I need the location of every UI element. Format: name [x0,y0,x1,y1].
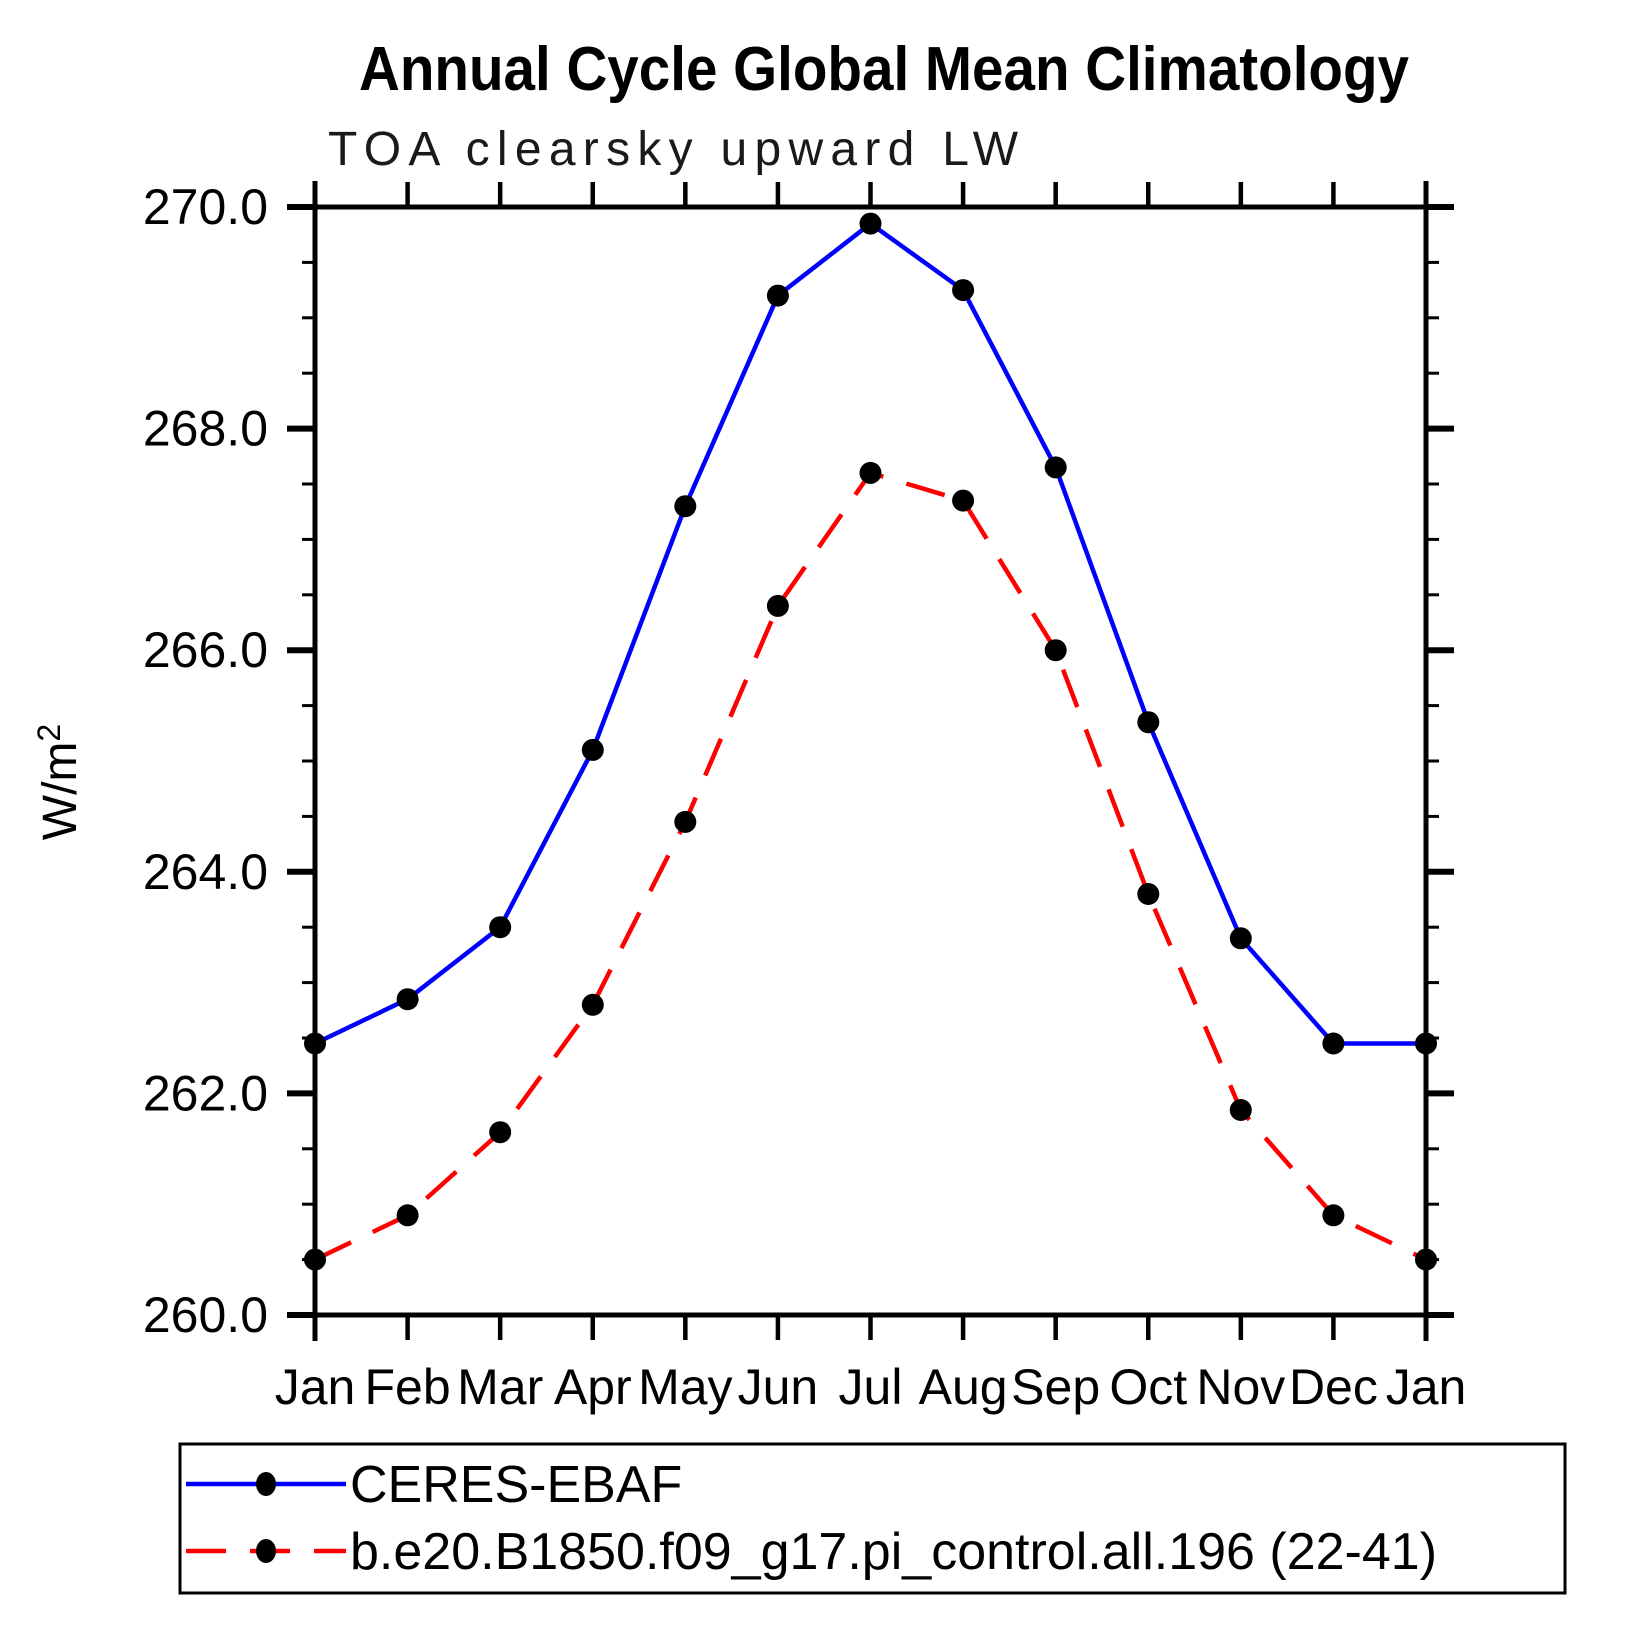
series-line [314,220,1426,1046]
axes-frame [289,181,1452,1341]
chart-title: Annual Cycle Global Mean Climatology [359,35,1409,104]
data-point-marker [1137,883,1160,905]
x-tick-label: May [638,1359,732,1415]
x-tick-label: Apr [554,1359,632,1415]
data-point-marker [859,212,882,235]
data-point-marker [952,489,975,512]
data-series [304,212,1437,1271]
x-tick-label: Jan [275,1359,356,1415]
y-tick-label: 260.0 [143,1287,268,1343]
x-tick-label: Jul [839,1359,903,1415]
series-model [304,461,1437,1271]
x-tick-label: Feb [364,1359,450,1415]
data-point-marker [859,461,882,484]
y-tick-label: 264.0 [143,844,268,900]
data-point-marker [1415,1248,1437,1271]
data-point-marker [304,1248,326,1271]
x-tick-label: Nov [1196,1359,1285,1415]
x-tick-label: Jun [738,1359,819,1415]
legend-marker [256,1472,276,1496]
series-observation [304,212,1437,1055]
x-tick-label: Mar [457,1359,543,1415]
data-point-marker [489,916,512,939]
data-point-marker [489,1121,512,1144]
y-tick-label: 268.0 [143,401,268,457]
chart-subtitle: TOA clearsky upward LW [328,123,1019,176]
legend-label: CERES-EBAF [350,1456,682,1514]
data-point-marker [581,738,604,761]
x-tick-label: Dec [1289,1359,1378,1415]
y-tick-label: 262.0 [143,1065,268,1121]
data-point-marker [1044,639,1067,662]
x-tick-labels: Jan Feb Mar Apr May Jun Jul Aug Sep Oct Nov Dec Jan [275,1359,1467,1415]
data-point-marker [1137,711,1160,734]
legend-label: b.e20.B1850.f09_g17.pi_control.all.196 (… [350,1523,1437,1581]
legend-box [178,1442,1567,1595]
y-tick-labels: 260.0 262.0 264.0 266.0 268.0 270.0 [143,179,268,1343]
data-point-marker [1322,1204,1345,1227]
data-point-marker [766,284,789,307]
data-point-marker [1044,456,1067,479]
data-point-marker [1322,1032,1345,1055]
legend: CERES-EBAF b.e20.B1850.f09_g17.pi_control… [178,1442,1567,1595]
data-point-marker [952,279,975,302]
legend-entry: CERES-EBAF [186,1456,682,1514]
x-tick-label: Jan [1386,1359,1467,1415]
y-tick-label: 266.0 [143,622,268,678]
data-point-marker [1229,927,1252,950]
series-line [314,470,1427,1262]
data-point-marker [396,1204,419,1227]
x-tick-label: Oct [1109,1359,1187,1415]
data-point-marker [581,993,604,1016]
data-point-marker [1229,1099,1252,1121]
y-axis-label: W/m2 [31,724,87,840]
y-tick-label: 270.0 [143,179,268,235]
data-point-marker [674,495,697,518]
axis-ticks [287,182,1454,1340]
data-point-marker [674,810,697,833]
legend-marker [256,1539,276,1563]
x-tick-label: Aug [919,1359,1008,1415]
legend-entry: b.e20.B1850.f09_g17.pi_control.all.196 (… [186,1523,1437,1581]
x-tick-label: Sep [1011,1359,1100,1415]
data-point-marker [766,594,789,617]
data-point-marker [304,1032,326,1055]
data-point-marker [396,988,419,1011]
data-point-marker [1415,1032,1437,1055]
